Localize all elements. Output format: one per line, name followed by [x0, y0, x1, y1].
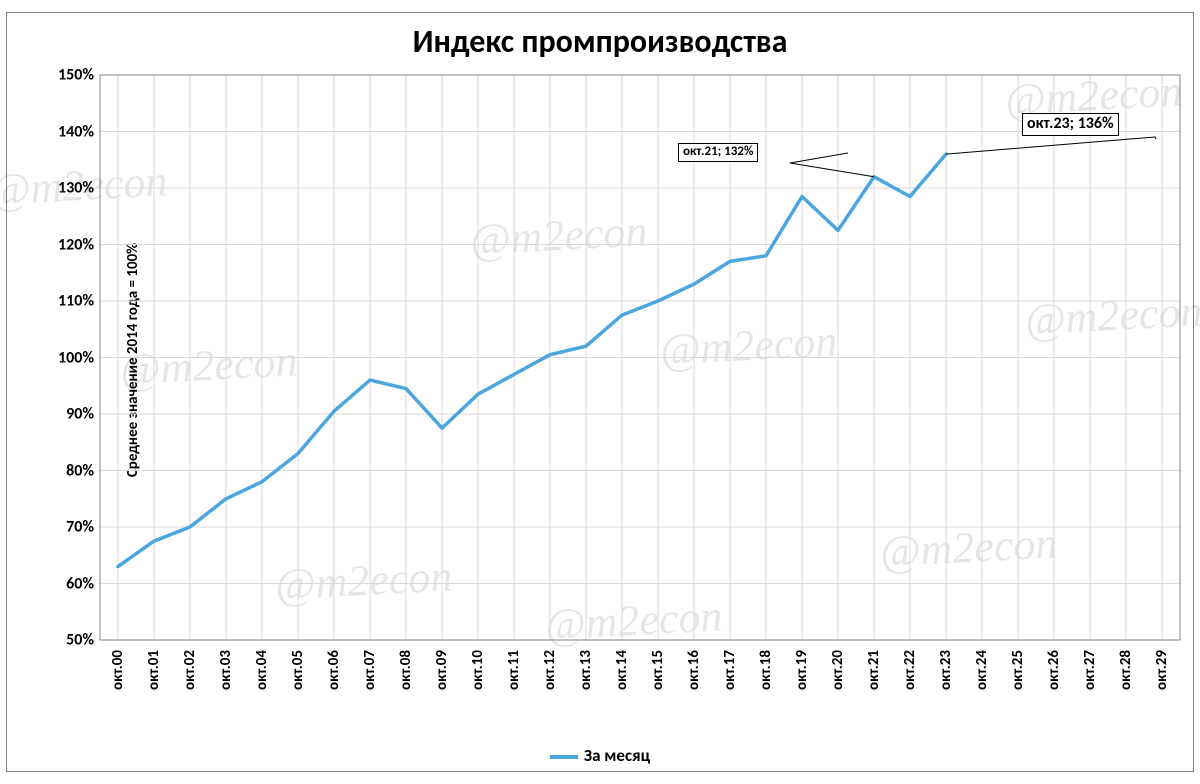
x-tick: окт.29: [1153, 650, 1171, 690]
data-callout: окт.23; 136%: [1022, 113, 1119, 136]
x-tick: окт.14: [613, 650, 631, 690]
y-tick: 140%: [46, 122, 94, 141]
x-tick: окт.01: [145, 650, 163, 690]
y-tick: 90%: [46, 405, 94, 424]
y-tick: 120%: [46, 235, 94, 254]
x-tick: окт.04: [253, 650, 271, 690]
x-tick: окт.16: [685, 650, 703, 690]
legend-label: За месяц: [584, 745, 650, 766]
y-tick: 100%: [46, 348, 94, 367]
x-tick: окт.11: [505, 650, 523, 690]
y-tick: 150%: [46, 66, 94, 85]
x-tick: окт.07: [361, 650, 379, 690]
x-tick: окт.08: [397, 650, 415, 690]
x-tick: окт.18: [757, 650, 775, 690]
x-tick: окт.15: [649, 650, 667, 690]
data-callout: окт.21; 132%: [678, 143, 758, 162]
x-tick: окт.26: [1045, 650, 1063, 690]
x-tick: окт.03: [217, 650, 235, 690]
x-tick: окт.00: [109, 650, 127, 690]
y-tick: 130%: [46, 179, 94, 198]
x-tick: окт.25: [1009, 650, 1027, 690]
x-tick: окт.12: [541, 650, 559, 690]
x-tick: окт.09: [433, 650, 451, 690]
x-tick: окт.05: [289, 650, 307, 690]
y-tick: 70%: [46, 518, 94, 537]
x-tick: окт.21: [865, 650, 883, 690]
legend-swatch: [550, 755, 578, 759]
y-tick: 80%: [46, 461, 94, 480]
x-tick: окт.17: [721, 650, 739, 690]
x-tick: окт.22: [901, 650, 919, 690]
x-tick: окт.13: [577, 650, 595, 690]
y-tick: 50%: [46, 631, 94, 650]
x-tick: окт.10: [469, 650, 487, 690]
x-tick: окт.02: [181, 650, 199, 690]
x-tick: окт.23: [937, 650, 955, 690]
x-tick: окт.27: [1081, 650, 1099, 690]
y-tick: 60%: [46, 574, 94, 593]
x-tick: окт.24: [973, 650, 991, 690]
y-tick: 110%: [46, 292, 94, 311]
x-tick: окт.19: [793, 650, 811, 690]
x-tick: окт.06: [325, 650, 343, 690]
legend: За месяц: [0, 745, 1200, 766]
x-tick: окт.28: [1117, 650, 1135, 690]
x-tick: окт.20: [829, 650, 847, 690]
chart-container: Индекс промпроизводства Среднее значение…: [0, 0, 1200, 784]
